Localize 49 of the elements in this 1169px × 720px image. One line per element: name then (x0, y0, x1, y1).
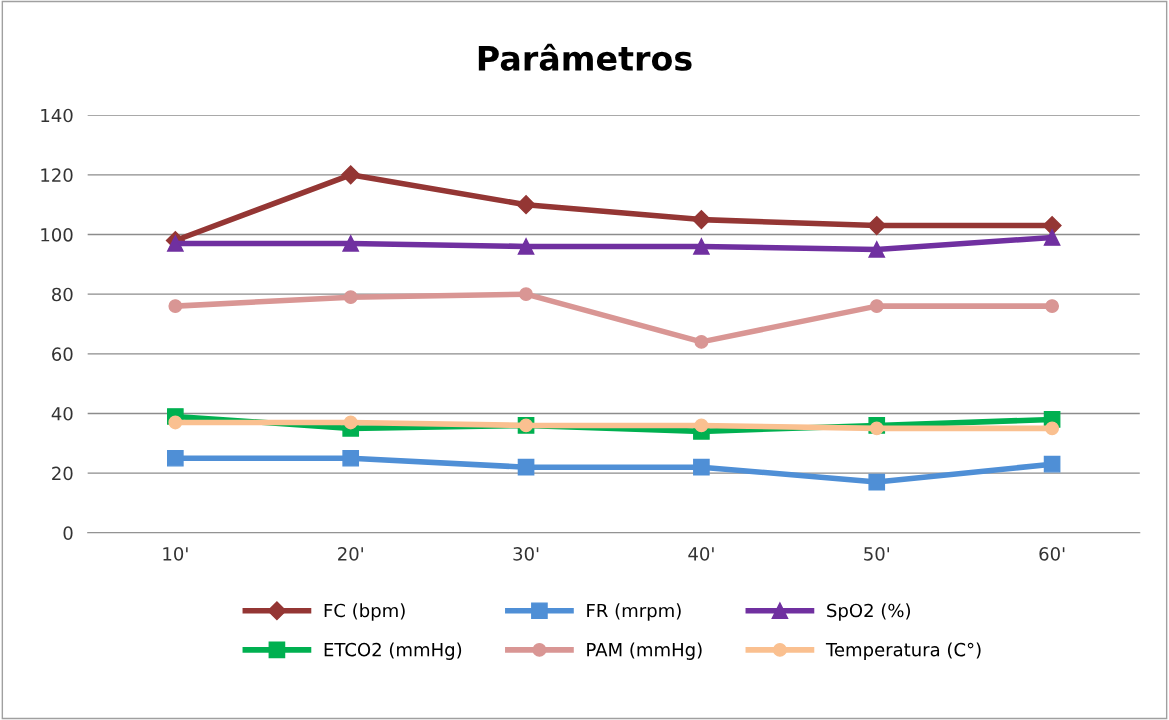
point (694, 334, 709, 349)
x-tick-label: 20' (338, 547, 363, 561)
y-tick-label: 20 (52, 466, 73, 481)
y-tick-label: 80 (52, 287, 73, 302)
point (693, 458, 710, 476)
point (342, 449, 360, 467)
point (341, 165, 361, 185)
x-tick-label: 30' (513, 547, 539, 561)
legend-label: ETCO2 (mmHg) (324, 642, 462, 660)
y-tick-label: 0 (63, 526, 73, 540)
y-tick-label: 140 (41, 108, 73, 123)
point (342, 235, 360, 252)
point (519, 287, 533, 302)
y-tick-label: 100 (41, 227, 73, 242)
point (1045, 421, 1060, 436)
point (869, 299, 884, 314)
point (168, 299, 183, 314)
point (1043, 229, 1061, 246)
legend-label: FR (mrpm) (587, 603, 681, 621)
point (517, 458, 535, 476)
point (516, 195, 536, 215)
x-tick-label: 60' (1039, 547, 1065, 561)
point (343, 290, 358, 305)
point (869, 421, 884, 436)
chart-title: Parâmetros (478, 43, 692, 71)
point (167, 235, 184, 252)
point (167, 449, 184, 467)
point (1043, 455, 1061, 473)
y-tick-label: 60 (52, 347, 73, 361)
point (694, 418, 709, 433)
point (868, 473, 886, 491)
point (1042, 216, 1062, 236)
legend-label: FC (bpm) (324, 603, 405, 621)
point (868, 241, 886, 258)
legend-label: Temperatura (C°) (825, 642, 981, 660)
point (517, 238, 535, 255)
point (691, 210, 711, 230)
legend-label: PAM (mmHg) (587, 642, 702, 660)
x-tick-label: 10' (163, 547, 188, 561)
point (343, 415, 358, 430)
x-tick-label: 50' (864, 547, 889, 561)
x-tick-label: 40' (688, 547, 714, 561)
point (1045, 299, 1060, 314)
legend-label: SpO2 (%) (827, 603, 910, 621)
point (693, 238, 710, 255)
point (867, 216, 887, 236)
y-tick-label: 40 (51, 406, 73, 421)
point (168, 415, 183, 430)
y-tick-label: 120 (41, 168, 73, 182)
